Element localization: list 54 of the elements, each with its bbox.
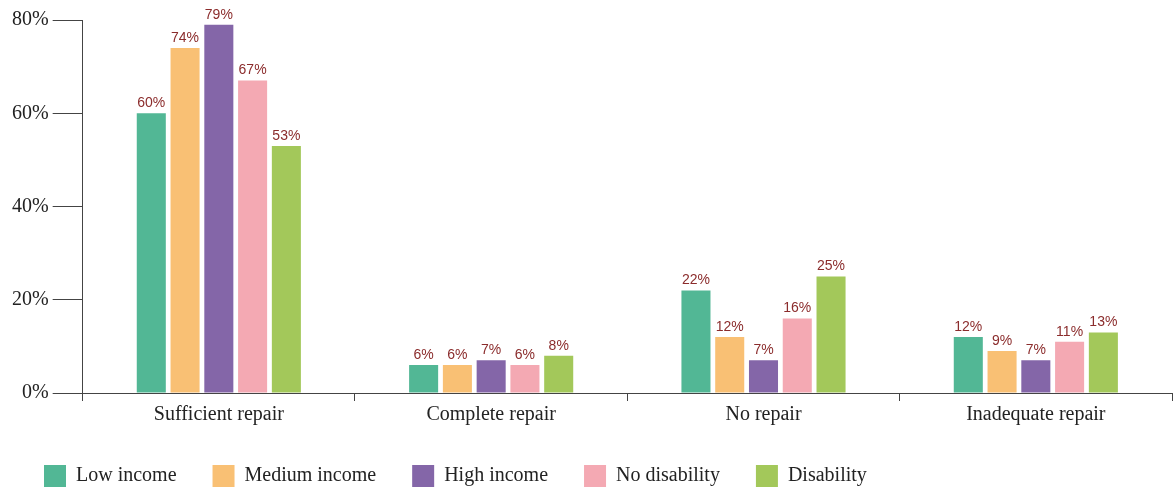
x-tick-label: No repair — [725, 402, 802, 426]
data-label: 16% — [783, 299, 812, 316]
bar — [1055, 341, 1085, 393]
y-tick-label: 20% — [11, 287, 49, 309]
bar — [271, 145, 301, 393]
y-tick-label: 0% — [21, 380, 49, 403]
y-tick-label: 80% — [11, 7, 49, 30]
data-label: 8% — [548, 336, 569, 353]
bar — [409, 365, 439, 393]
x-tick-label: Complete repair — [426, 402, 557, 426]
legend-label: Disability — [787, 463, 867, 487]
bar — [544, 355, 574, 393]
x-tick-label: Sufficient repair — [153, 402, 285, 426]
bar — [1088, 332, 1118, 393]
legend-label: Low income — [76, 463, 177, 486]
data-label: 7% — [1025, 341, 1046, 358]
data-label: 60% — [137, 94, 166, 111]
bar — [510, 365, 540, 393]
bar — [238, 80, 268, 393]
data-label: 22% — [681, 271, 710, 288]
data-label: 74% — [171, 28, 200, 45]
data-label: 67% — [238, 61, 267, 78]
x-tick-label: Inadequate repair — [966, 402, 1106, 426]
bar — [136, 113, 166, 393]
data-label: 7% — [481, 341, 502, 358]
bar — [748, 360, 779, 393]
legend-label: Medium income — [244, 463, 377, 486]
bar — [987, 351, 1017, 393]
y-tick-label: 40% — [11, 193, 49, 216]
data-label: 12% — [954, 317, 983, 334]
data-label: 25% — [817, 257, 846, 274]
data-label: 53% — [272, 126, 301, 143]
legend-label: No disability — [616, 463, 720, 487]
data-label: 11% — [1056, 322, 1084, 339]
bar — [442, 365, 472, 393]
bar — [953, 337, 983, 393]
bar — [476, 360, 506, 393]
data-label: 79% — [204, 5, 233, 22]
bar — [170, 47, 200, 393]
bar — [782, 318, 812, 393]
bar — [204, 24, 234, 393]
data-label: 7% — [753, 341, 774, 358]
bar — [816, 276, 846, 393]
data-label: 12% — [715, 317, 744, 334]
legend-label: High income — [444, 463, 549, 487]
data-label: 6% — [514, 345, 536, 362]
bar — [715, 337, 745, 393]
data-label: 9% — [991, 331, 1013, 348]
y-tick-label: 60% — [11, 100, 49, 123]
data-label: 6% — [447, 345, 468, 362]
data-label: 6% — [413, 345, 434, 362]
data-label: 13% — [1089, 313, 1118, 330]
bar — [1021, 360, 1051, 393]
bar — [681, 290, 711, 393]
